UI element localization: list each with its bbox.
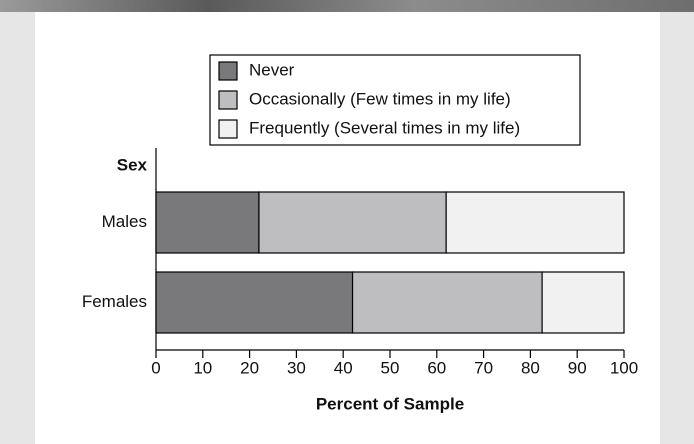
bar-segment xyxy=(155,191,260,254)
bar-segment xyxy=(351,271,543,334)
legend-swatch xyxy=(218,61,238,81)
x-tick-label: 50 xyxy=(381,358,400,377)
x-tick-label: 20 xyxy=(240,358,259,377)
bar-segment xyxy=(541,271,625,334)
y-axis-title: Sex xyxy=(117,155,148,174)
x-tick-label: 80 xyxy=(521,358,540,377)
bar-segment xyxy=(155,271,354,334)
x-tick-label: 10 xyxy=(193,358,212,377)
legend-label: Never xyxy=(249,60,295,79)
x-tick-label: 40 xyxy=(334,358,353,377)
bar-segment xyxy=(258,191,447,254)
x-tick-label: 60 xyxy=(427,358,446,377)
bar-segment xyxy=(445,191,625,254)
y-tick-label: Males xyxy=(102,212,147,231)
x-tick-label: 90 xyxy=(568,358,587,377)
y-tick-label: Females xyxy=(82,292,147,311)
legend xyxy=(209,54,581,146)
x-tick-label: 100 xyxy=(610,358,638,377)
x-tick-label: 70 xyxy=(474,358,493,377)
header-strip xyxy=(0,0,694,12)
x-tick-label: 30 xyxy=(287,358,306,377)
legend-swatch xyxy=(218,119,238,139)
x-axis-title: Percent of Sample xyxy=(316,394,464,413)
x-tick-label: 0 xyxy=(151,358,160,377)
legend-label: Frequently (Several times in my life) xyxy=(249,118,520,137)
legend-swatch xyxy=(218,90,238,110)
legend-label: Occasionally (Few times in my life) xyxy=(249,89,511,108)
